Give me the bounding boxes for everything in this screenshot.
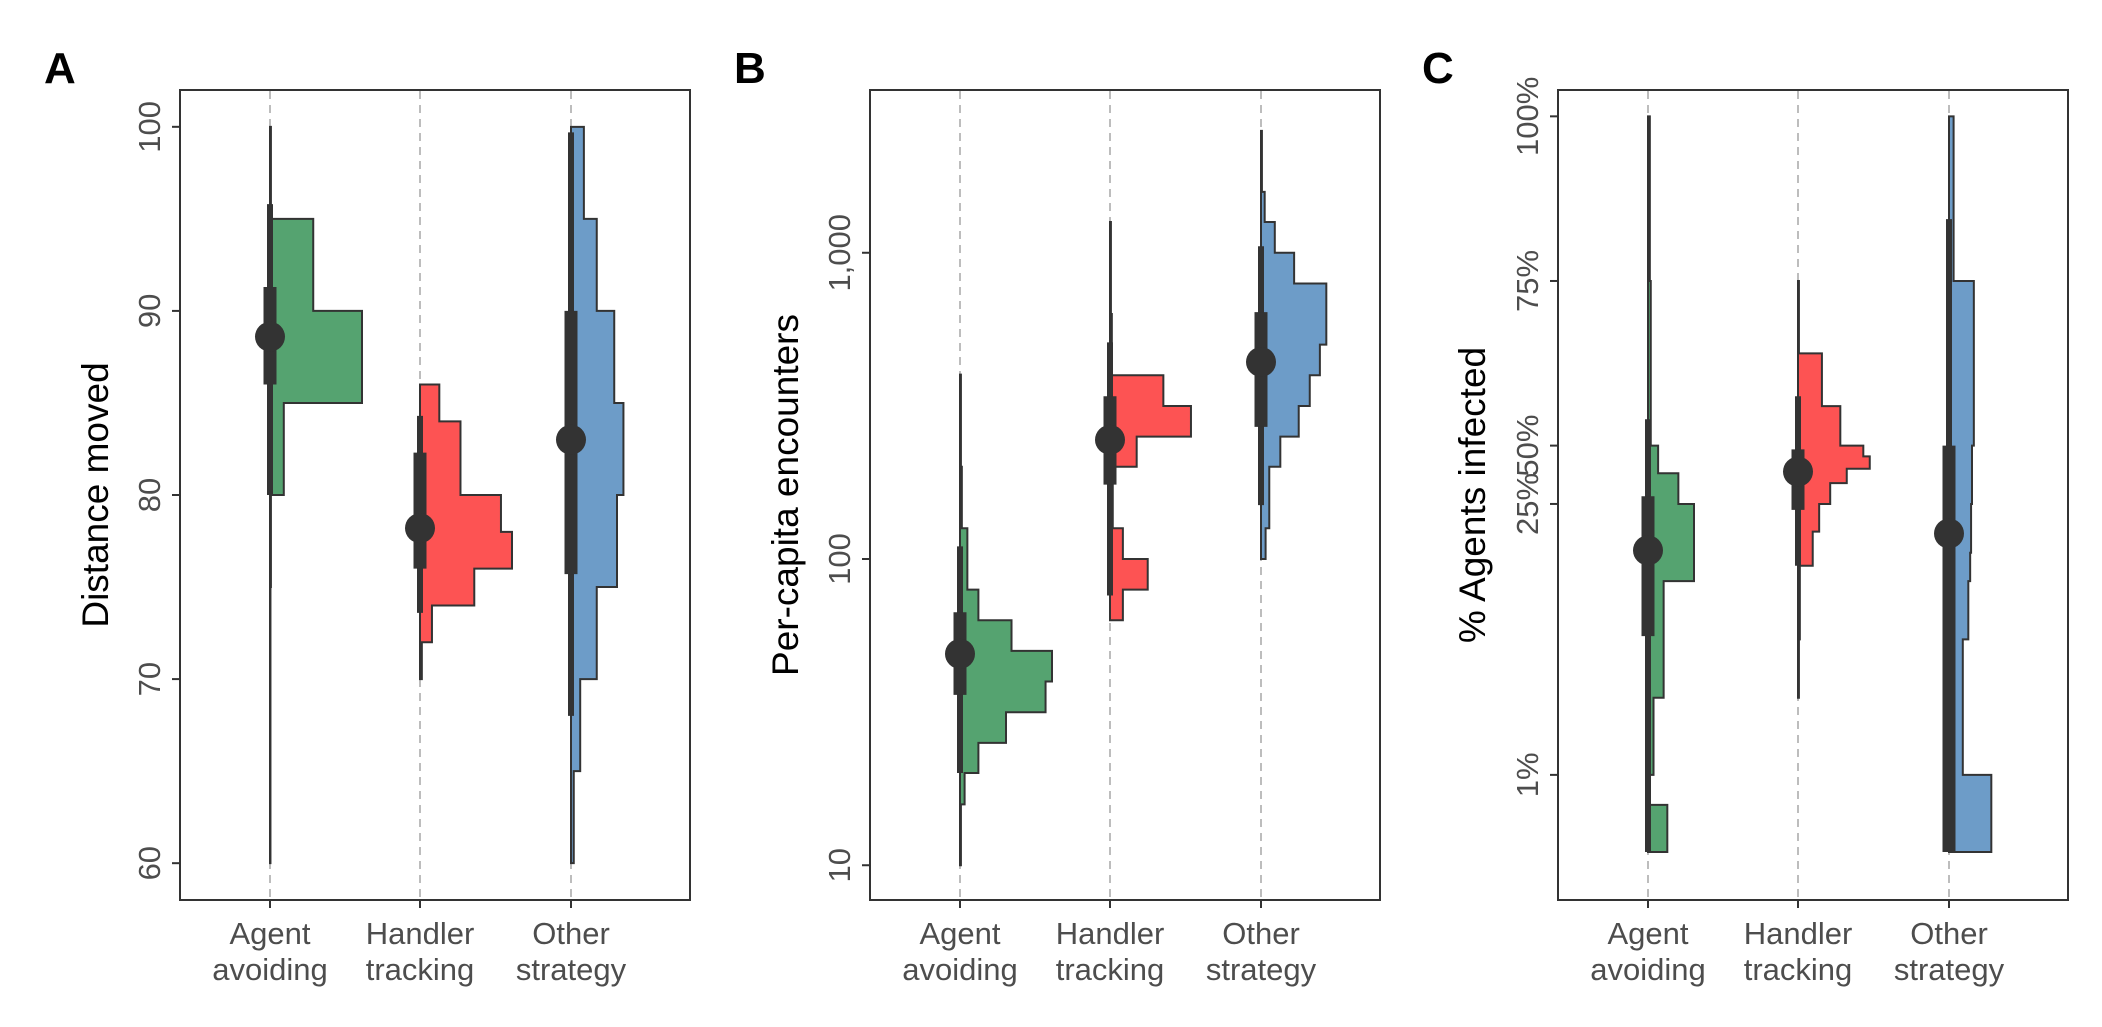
histogram-series-3 — [570, 125, 625, 865]
y-tick-label-3: 80 — [132, 478, 167, 512]
panel-a-tag: A — [44, 44, 76, 93]
median-point-3 — [556, 424, 586, 455]
x-tick-label-3: Other strategy — [516, 916, 627, 987]
panel-b-y-title: Per-capita encounters — [765, 314, 806, 676]
panel-c-x-axis: Agent avoiding Handler tracking Other strateg… — [1590, 900, 2005, 987]
panel-c: C % Agents infected 1% 25%50% 75% 100% Agen… — [1422, 44, 2069, 987]
panel-a-x-axis: Agent avoiding Handler tracking Other strateg… — [212, 900, 627, 987]
y-tick-label-5: 100% — [1510, 77, 1545, 156]
panel-a-y-axis: 60 70 80 90 100 — [132, 101, 180, 880]
panel-c-y-title: % Agents infected — [1452, 347, 1493, 643]
histogram-series-3 — [1260, 129, 1328, 560]
panel-c-y-axis: 1% 25%50% 75% 100% — [1510, 77, 1558, 797]
y-tick-label-2: 100 — [822, 533, 857, 585]
median-point-2 — [1783, 456, 1813, 487]
y-tick-label-1: 60 — [132, 846, 167, 880]
x-tick-label-1: Agent avoiding — [212, 916, 327, 987]
x-tick-label-2: Handler tracking — [366, 916, 475, 987]
panel-a-plot — [255, 91, 625, 899]
y-tick-label-1: 10 — [822, 848, 857, 882]
y-tick-label-3: 1,000 — [822, 214, 857, 292]
panel-b-y-axis: 10 100 1,000 — [822, 214, 870, 882]
x-tick-label-2: Handler tracking — [1744, 916, 1853, 987]
panel-b: B Per-capita encounters 10 100 1,000 Agent… — [734, 44, 1381, 987]
median-point-1 — [255, 321, 285, 352]
x-tick-label-1: Agent avoiding — [902, 916, 1017, 987]
x-tick-label-3: Other strategy — [1894, 916, 2005, 987]
panel-b-frame — [869, 89, 1381, 901]
y-tick-label-5: 100 — [132, 101, 167, 153]
median-point-3 — [1246, 346, 1276, 377]
x-tick-label-3: Other strategy — [1206, 916, 1317, 987]
panel-c-tag: C — [1422, 44, 1454, 93]
y-tick-label-4: 90 — [132, 294, 167, 328]
y-tick-label-4: 75% — [1510, 250, 1545, 312]
histogram-series-3 — [1948, 115, 1993, 854]
median-point-1 — [1633, 535, 1663, 566]
y-tick-label-1: 1% — [1510, 752, 1545, 797]
panel-b-plot — [945, 91, 1328, 899]
y-tick-label-3: 50% — [1510, 415, 1545, 477]
histogram-series-2 — [419, 383, 513, 681]
y-tick-label-2: 25% — [1510, 473, 1545, 535]
median-point-2 — [405, 513, 435, 544]
panel-a-y-title: Distance moved — [75, 362, 116, 627]
y-tick-label-2: 70 — [132, 662, 167, 696]
median-point-2 — [1095, 424, 1125, 455]
panel-b-x-axis: Agent avoiding Handler tracking Other strateg… — [902, 900, 1317, 987]
panel-a: A Distance moved 60 70 80 90 100 Agent avoidi… — [44, 44, 691, 987]
panel-c-plot — [1633, 91, 1993, 899]
x-tick-label-1: Agent avoiding — [1590, 916, 1705, 987]
x-tick-label-2: Handler tracking — [1056, 916, 1165, 987]
histogram-series-1 — [959, 373, 1053, 867]
median-point-3 — [1934, 518, 1964, 549]
histogram-series-2 — [1797, 279, 1871, 699]
histogram-series-1 — [269, 125, 363, 865]
median-point-1 — [945, 638, 975, 669]
panel-b-tag: B — [734, 44, 766, 93]
histogram-series-2 — [1109, 221, 1192, 622]
